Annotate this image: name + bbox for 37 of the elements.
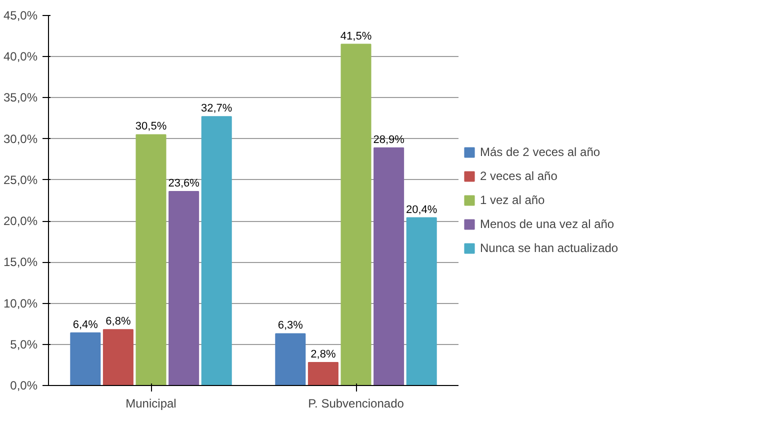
x-tick-label: Municipal xyxy=(126,396,176,410)
bar xyxy=(102,329,134,386)
data-label: 32,7% xyxy=(201,102,232,115)
y-tick-label: 30,0% xyxy=(3,132,38,146)
y-tick-label: 40,0% xyxy=(3,50,38,64)
bar xyxy=(275,333,306,386)
data-label: 28,9% xyxy=(373,134,405,146)
data-label: 2,8% xyxy=(310,348,336,360)
data-label: 6,3% xyxy=(278,320,304,332)
bar xyxy=(374,147,404,386)
data-label: 30,5% xyxy=(135,120,167,133)
y-tick-label: 20,0% xyxy=(3,214,38,228)
legend-label: 1 vez al año xyxy=(480,193,545,207)
bar xyxy=(201,116,232,386)
bar xyxy=(136,134,166,386)
y-tick-label: 25,0% xyxy=(3,172,38,187)
x-tick-label: P. Subvencionado xyxy=(308,396,404,410)
data-label: 6,8% xyxy=(106,316,131,328)
y-tick-label: 15,0% xyxy=(3,255,38,270)
data-label: 23,6% xyxy=(168,177,200,190)
data-label: 20,4% xyxy=(406,204,438,216)
data-label: 41,5% xyxy=(340,30,372,42)
bar xyxy=(308,362,338,386)
bar xyxy=(168,190,200,386)
bar xyxy=(406,217,437,386)
data-label: 6,4% xyxy=(72,318,98,331)
legend-label: Nunca se han actualizado xyxy=(480,241,618,255)
legend-label: Menos de una vez al año xyxy=(480,217,614,231)
legend-label: 2 veces al año xyxy=(480,169,558,183)
legend-label: Más de 2 veces al año xyxy=(480,145,600,159)
y-tick-label: 45,0% xyxy=(3,8,38,22)
y-tick-label: 5,0% xyxy=(10,337,38,352)
y-tick-label: 10,0% xyxy=(3,296,38,310)
y-tick-label: 35,0% xyxy=(3,90,38,105)
bar xyxy=(70,332,101,386)
bar xyxy=(340,44,372,386)
y-tick-label: 0,0% xyxy=(10,378,38,392)
